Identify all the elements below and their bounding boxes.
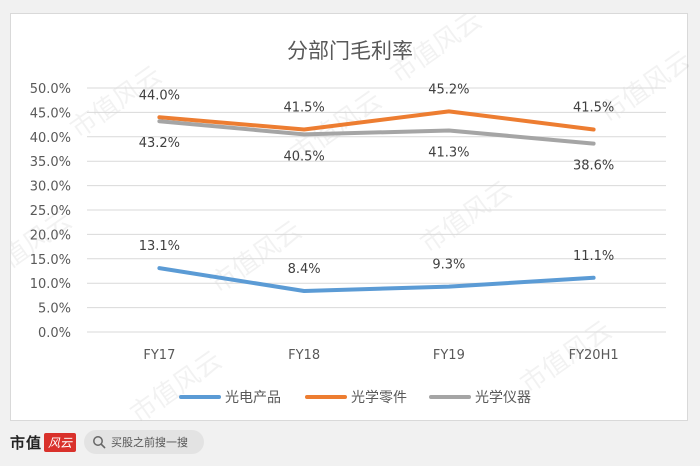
x-tick-label: FY17 (143, 348, 175, 363)
series-line (157, 266, 596, 293)
y-tick-label: 25.0% (30, 204, 71, 219)
series-line (157, 109, 596, 132)
search-placeholder: 买股之前搜一搜 (111, 436, 189, 449)
search-icon (93, 436, 106, 449)
y-tick-label: 15.0% (30, 253, 71, 268)
search-box[interactable]: 买股之前搜一搜 (84, 430, 205, 454)
data-label: 41.5% (283, 100, 324, 115)
y-tick-label: 40.0% (30, 131, 71, 146)
brand-name: 市值 (10, 433, 43, 452)
legend-label: 光学零件 (351, 390, 407, 406)
data-label: 45.2% (428, 82, 469, 97)
watermark-text: 市值风云 (415, 175, 517, 259)
data-label: 41.3% (428, 145, 469, 160)
data-label: 44.0% (139, 88, 180, 103)
data-label: 11.1% (573, 249, 614, 264)
watermark-text: 市值风云 (205, 215, 307, 299)
y-tick-label: 45.0% (30, 106, 71, 121)
brand-logo[interactable]: 市值 风云 (10, 428, 77, 456)
x-tick-label: FY19 (433, 348, 465, 363)
y-tick-label: 50.0% (30, 82, 71, 97)
data-label: 8.4% (288, 262, 321, 277)
series-line (157, 119, 596, 146)
data-label: 13.1% (139, 239, 180, 254)
chart-title: 分部门毛利率 (287, 39, 413, 63)
data-label: 9.3% (432, 258, 465, 273)
data-label: 43.2% (139, 136, 180, 151)
x-tick-label: FY20H1 (569, 348, 619, 363)
x-tick-label: FY18 (288, 348, 320, 363)
y-tick-label: 35.0% (30, 155, 71, 170)
y-tick-label: 0.0% (38, 326, 71, 341)
watermark-text: 市值风云 (595, 45, 689, 129)
y-tick-label: 5.0% (38, 302, 71, 317)
data-label: 40.5% (283, 149, 324, 164)
data-label: 41.5% (573, 100, 614, 115)
chart-card: 市值风云 市值风云 市值风云 市值风云 市值风云 市值风云 市值风云 市值风云 市值风云 分部门毛… (10, 13, 689, 422)
y-tick-label: 10.0% (30, 277, 71, 292)
footer-bar: 市值 风云 买股之前搜一搜 (10, 428, 310, 456)
brand-mark: 风云 (44, 432, 77, 452)
y-tick-label: 30.0% (30, 180, 71, 195)
legend-label: 光电产品 (225, 390, 281, 406)
watermark-text: 市值风云 (125, 345, 227, 422)
y-tick-label: 20.0% (30, 228, 71, 243)
data-label: 38.6% (573, 159, 614, 174)
legend-label: 光学仪器 (475, 390, 531, 406)
